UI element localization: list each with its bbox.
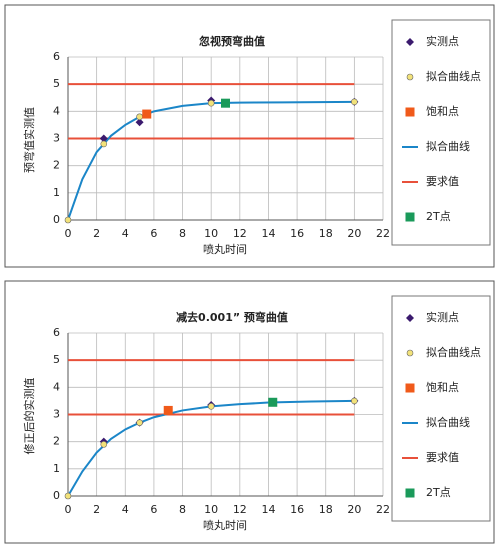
legend-label: 拟合曲线 <box>426 415 470 429</box>
data-point <box>99 134 108 143</box>
data-point <box>136 419 143 426</box>
x-tick-label: 20 <box>347 227 361 240</box>
legend-symbol <box>405 107 415 117</box>
y-tick-label: 5 <box>53 353 60 366</box>
data-point <box>207 99 215 107</box>
x-tick-label: 12 <box>233 503 247 516</box>
legend-label: 要求值 <box>426 175 459 188</box>
legend-label: 饱和点 <box>426 380 459 394</box>
y-tick-label: 3 <box>53 132 60 145</box>
legend-label: 实测点 <box>426 310 459 324</box>
legend-box <box>391 19 491 246</box>
x-tick-label: 2 <box>93 227 100 240</box>
x-tick-label: 12 <box>233 227 247 240</box>
y-axis-label: 修正后的实测值 <box>22 378 36 455</box>
legend-symbol <box>405 488 415 498</box>
legend-label: 2T点 <box>426 210 451 223</box>
y-tick-label: 4 <box>53 380 60 393</box>
x-tick-label: 14 <box>261 503 275 516</box>
y-tick-label: 1 <box>53 186 60 199</box>
legend-symbol <box>405 383 415 393</box>
legend-label: 拟合曲线 <box>426 139 470 153</box>
legend-symbol <box>406 38 414 46</box>
x-tick-label: 0 <box>65 503 72 516</box>
x-tick-label: 20 <box>347 503 361 516</box>
legend-symbol <box>406 73 414 81</box>
data-point <box>136 113 143 121</box>
y-tick-label: 0 <box>53 489 60 502</box>
data-point <box>64 216 72 224</box>
chart-title: 减去0.001” 预弯曲值 <box>176 310 288 324</box>
data-point <box>221 98 230 108</box>
x-tick-label: 4 <box>122 503 129 516</box>
y-tick-label: 4 <box>53 104 60 117</box>
data-point <box>100 441 108 448</box>
y-tick-label: 5 <box>53 77 60 90</box>
x-tick-label: 14 <box>261 227 275 240</box>
data-point <box>268 397 278 407</box>
y-tick-label: 6 <box>53 326 60 339</box>
data-point <box>100 140 108 148</box>
legend-label: 实测点 <box>426 34 459 48</box>
x-tick-label: 8 <box>179 227 186 240</box>
x-tick-label: 10 <box>204 503 218 516</box>
x-tick-label: 10 <box>204 227 218 240</box>
y-tick-label: 1 <box>53 462 60 475</box>
data-point <box>135 118 144 127</box>
legend-label: 拟合曲线点 <box>426 345 481 359</box>
x-tick-label: 6 <box>150 503 157 516</box>
data-point <box>351 397 358 405</box>
y-tick-label: 6 <box>53 50 60 63</box>
x-tick-label: 6 <box>150 227 157 240</box>
y-tick-label: 2 <box>53 435 60 448</box>
x-axis-label: 喷丸时间 <box>203 243 247 256</box>
data-point <box>64 492 72 500</box>
data-point <box>142 109 152 119</box>
legend-symbol <box>406 349 414 357</box>
x-tick-label: 18 <box>319 503 333 516</box>
x-tick-label: 22 <box>376 227 390 240</box>
legend-label: 拟合曲线点 <box>426 69 481 83</box>
data-point <box>207 403 215 410</box>
x-tick-label: 22 <box>376 503 390 516</box>
chart-frame <box>4 4 495 268</box>
y-tick-label: 3 <box>53 408 60 421</box>
x-tick-label: 4 <box>122 227 129 240</box>
legend-label: 2T点 <box>426 486 451 499</box>
legend-label: 饱和点 <box>426 104 459 118</box>
x-tick-label: 2 <box>93 503 100 516</box>
x-tick-label: 18 <box>319 227 333 240</box>
x-tick-label: 16 <box>290 227 304 240</box>
legend-symbol <box>406 314 414 322</box>
chart-frame <box>4 280 495 544</box>
x-tick-label: 16 <box>290 503 304 516</box>
x-tick-label: 8 <box>179 503 186 516</box>
x-tick-label: 0 <box>65 227 72 240</box>
data-point <box>351 98 358 106</box>
data-point <box>163 405 173 415</box>
y-tick-label: 2 <box>53 159 60 172</box>
y-axis-label: 预弯值实测值 <box>22 107 36 173</box>
x-axis-label: 喷丸时间 <box>203 519 247 532</box>
chart-title: 忽视预弯曲值 <box>199 34 265 48</box>
legend-symbol <box>405 212 415 222</box>
legend-label: 要求值 <box>426 451 459 464</box>
y-tick-label: 0 <box>53 213 60 226</box>
legend-box <box>391 295 491 522</box>
